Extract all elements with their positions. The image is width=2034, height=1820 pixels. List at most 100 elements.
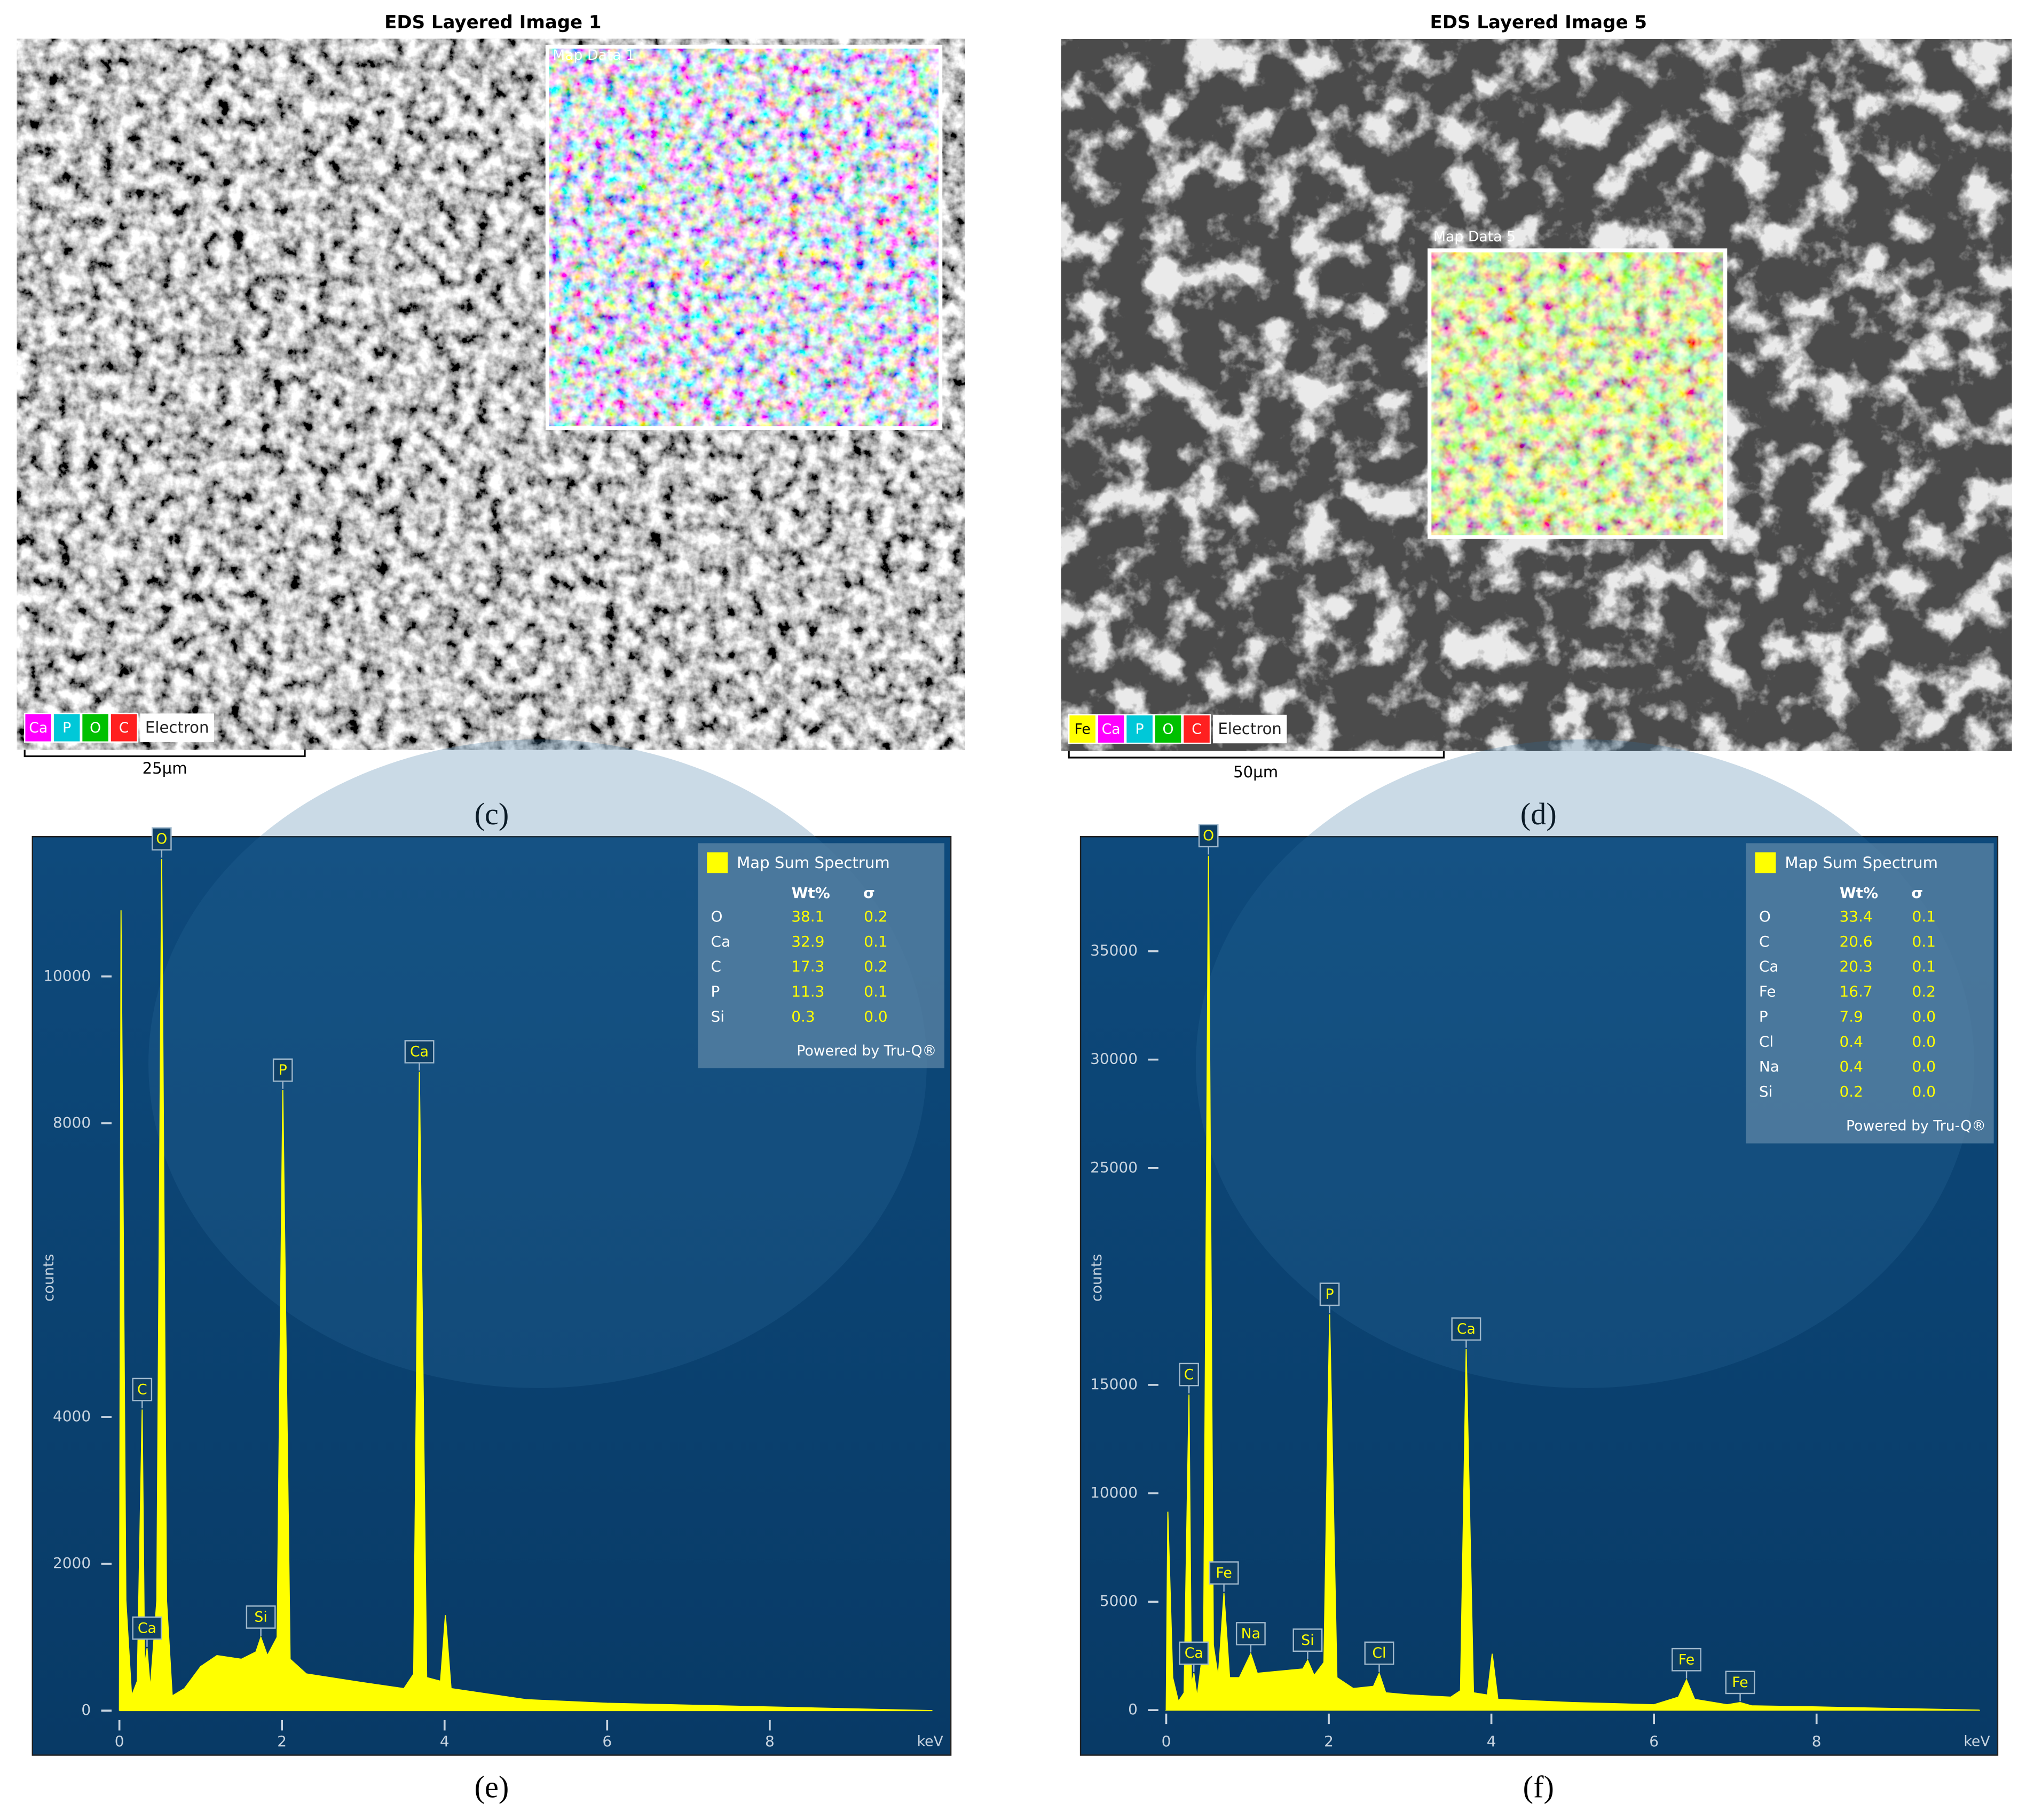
table-value: 0.4 [1839,1033,1863,1050]
table-value: 0.0 [1912,1007,1936,1025]
base-channel: Electron [1218,720,1282,738]
map-inset-frame [545,44,943,430]
peak-label: Cl [1372,1645,1386,1661]
peak-label-box [132,1377,153,1401]
y-tick-label: 10000 [43,967,91,984]
channel-chip [23,713,53,743]
table-value: 11.3 [791,983,824,1000]
panel-label: (c) [475,797,509,831]
y-axis-label: counts [1089,1254,1105,1302]
x-tick-label: 2 [1324,1732,1334,1750]
channel-name: P [62,720,71,736]
scale-bar-label: 25µm [143,759,187,777]
peak-label: Fe [1216,1565,1232,1581]
peak-label: O [156,831,167,847]
legend-label: Map Sum Spectrum [1785,854,1938,872]
table-value: 0.2 [1912,983,1936,1000]
peak-label: Ca [1457,1321,1476,1337]
channel-name: P [1136,721,1144,737]
x-tick-label: 6 [602,1732,612,1750]
channel-chip [140,713,214,742]
channel-chip [1068,714,1097,744]
table-value: 0.3 [791,1007,815,1025]
peak-label-box [152,827,172,851]
y-tick-label: 35000 [1090,942,1138,959]
table-value: 20.3 [1839,958,1872,975]
x-tick-label: 0 [115,1732,124,1750]
peak-label: Ca [138,1620,156,1636]
panel-title: EDS Layered Image 1 [384,12,601,33]
channel-chip [1212,714,1287,744]
map-inset [547,46,941,428]
peak-label-box [272,1058,293,1082]
table-value: 17.3 [791,958,824,975]
y-tick-label: 30000 [1090,1050,1138,1068]
peak-label: Ca [1185,1645,1203,1661]
peak-label-box [1198,824,1219,848]
peak-label-box [1179,1641,1209,1665]
y-tick-label: 0 [1128,1700,1138,1718]
y-tick-label: 4000 [53,1407,91,1425]
y-tick-label: 10000 [1090,1484,1138,1501]
table-value: 0.2 [864,908,887,925]
table-value: 0.0 [1912,1033,1936,1050]
x-axis-label: keV [917,1734,944,1750]
peak-label-box [132,1616,162,1640]
peak-label: Ca [410,1044,429,1060]
table-element: C [1759,933,1770,950]
x-tick-label: 4 [1487,1732,1496,1750]
spectrum [119,858,933,1712]
table-value: 0.0 [1912,1058,1936,1075]
inset-label: Map Data 5 [1433,229,1516,245]
table-element: Fe [1759,983,1776,1000]
peak-label-box [404,1040,435,1063]
table-element: Ca [711,933,731,950]
y-axis-label: counts [41,1254,57,1302]
y-tick-label: 8000 [53,1114,91,1131]
channel-name: O [90,720,101,736]
table-value: 38.1 [791,908,824,925]
table-value: 0.4 [1839,1058,1863,1075]
channel-chip [81,713,110,743]
peak-label: O [1203,828,1214,844]
table-value: 0.2 [864,958,887,975]
y-tick-label: 2000 [53,1554,91,1572]
peak-label: Si [254,1609,267,1626]
table-element: O [711,908,723,925]
map-inset [1429,250,1725,537]
table-element: Na [1759,1058,1779,1075]
table-value: 16.7 [1839,983,1872,1000]
y-tick-label: 0 [81,1701,91,1719]
legend-footer: Powered by Tru-Q® [1846,1118,1986,1134]
map-inset-frame [1428,248,1728,539]
channel-name: C [1192,721,1202,737]
table-value: 0.1 [1912,958,1936,975]
peak-label-box [1672,1648,1702,1672]
table-value: 0.1 [1912,933,1936,950]
peak-label-box [246,1605,276,1629]
peak-label-box [1364,1641,1394,1665]
table-element: Cl [1759,1033,1773,1050]
spectrum [1165,855,1980,1711]
table-value: 33.4 [1839,908,1872,925]
x-tick-label: 6 [1649,1732,1659,1750]
x-tick-label: 2 [277,1732,287,1750]
legend-box [1746,843,1994,1144]
base-channel: Electron [145,718,209,736]
y-tick-label: 15000 [1090,1375,1138,1393]
x-tick-label: 0 [1162,1732,1171,1750]
peak-label-box [1235,1622,1266,1645]
peak-label: P [279,1062,287,1078]
table-value: 0.0 [864,1007,887,1025]
peak-label: P [1326,1286,1334,1303]
scale-bar-label: 50µm [1233,763,1278,781]
legend-swatch [1755,852,1776,873]
x-axis-label: keV [1964,1734,1990,1750]
table-element: Si [711,1007,725,1025]
channel-name: Fe [1075,721,1091,737]
table-value: 0.0 [1912,1083,1936,1100]
table-value: 0.1 [864,933,887,950]
table-element: Si [1759,1083,1773,1100]
